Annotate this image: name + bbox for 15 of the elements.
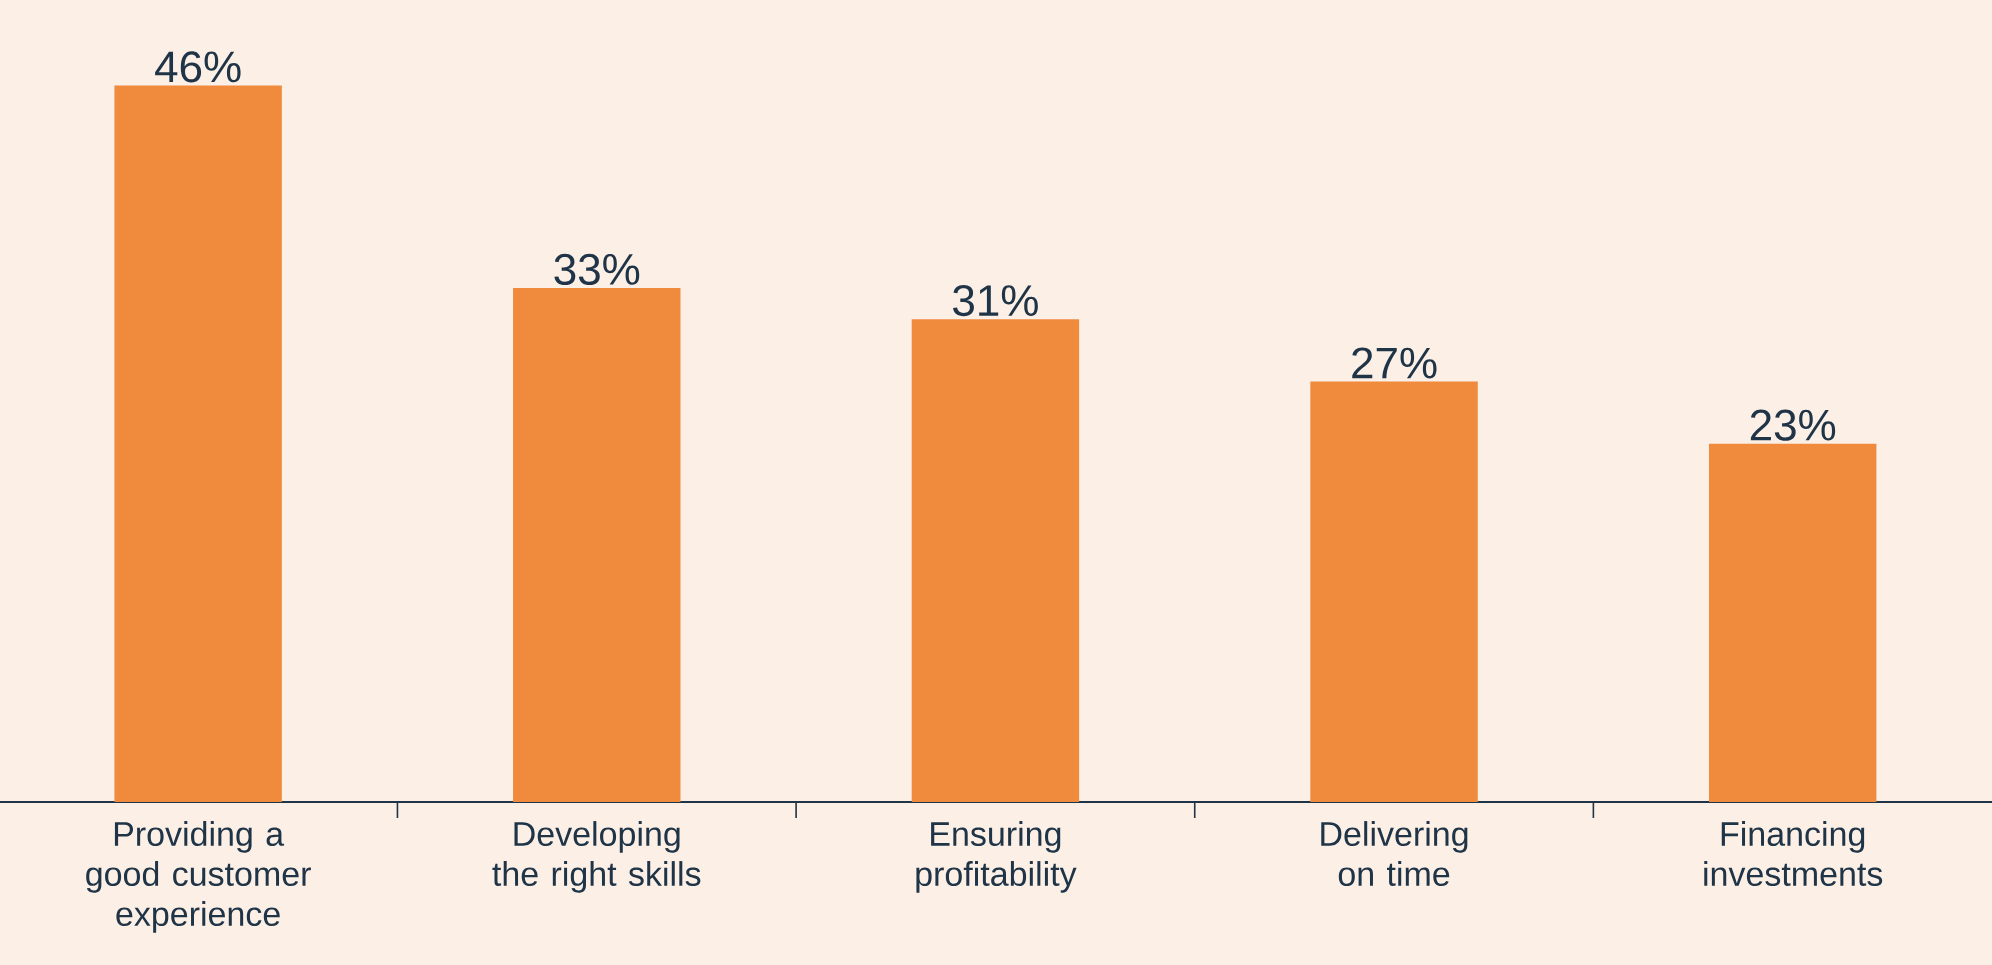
data-label: 23% xyxy=(1750,409,1836,441)
data-label: 27% xyxy=(1352,347,1437,379)
x-tick-label: Developing the right skills xyxy=(492,821,701,893)
data-label: 31% xyxy=(953,284,1038,317)
bar xyxy=(1310,381,1478,802)
bar xyxy=(114,85,282,802)
x-tick-label: Delivering on time xyxy=(1321,821,1468,887)
data-label: 33% xyxy=(554,253,640,285)
bar xyxy=(513,288,681,802)
bar xyxy=(1708,443,1877,802)
x-tick-label: Financing investments xyxy=(1704,821,1883,887)
x-tick-label: Ensuring profitability xyxy=(916,821,1077,893)
bar xyxy=(911,319,1080,802)
x-tick-label: Providing a good customer experience xyxy=(86,821,311,933)
data-label: 46% xyxy=(155,51,241,83)
